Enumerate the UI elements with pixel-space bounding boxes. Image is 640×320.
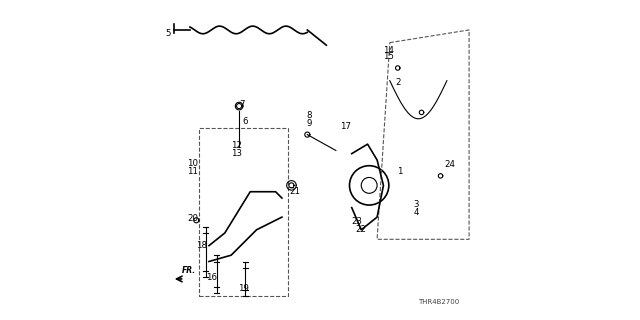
Text: 19: 19 xyxy=(238,284,249,293)
Text: 24: 24 xyxy=(445,160,456,169)
Text: 6: 6 xyxy=(242,117,248,126)
Text: 3: 3 xyxy=(413,200,419,209)
Text: 13: 13 xyxy=(231,149,242,158)
Text: 15: 15 xyxy=(383,52,394,61)
Text: 12: 12 xyxy=(231,141,242,150)
Text: 16: 16 xyxy=(206,273,217,282)
Text: 11: 11 xyxy=(187,167,198,176)
Text: 7: 7 xyxy=(239,100,244,109)
Text: THR4B2700: THR4B2700 xyxy=(419,299,460,305)
Text: 17: 17 xyxy=(340,122,351,131)
Text: 20: 20 xyxy=(187,214,198,223)
Text: 1: 1 xyxy=(397,167,403,176)
Text: 10: 10 xyxy=(187,159,198,168)
Text: 14: 14 xyxy=(383,46,394,55)
Text: 8: 8 xyxy=(306,111,312,120)
Text: 2: 2 xyxy=(396,78,401,87)
Text: 18: 18 xyxy=(196,241,207,250)
Text: 23: 23 xyxy=(351,217,363,226)
Text: 5: 5 xyxy=(166,28,171,38)
Text: 21: 21 xyxy=(289,187,300,196)
Text: 9: 9 xyxy=(306,119,312,128)
Text: 4: 4 xyxy=(413,208,419,217)
Text: FR.: FR. xyxy=(182,266,196,275)
Text: 22: 22 xyxy=(356,225,367,234)
